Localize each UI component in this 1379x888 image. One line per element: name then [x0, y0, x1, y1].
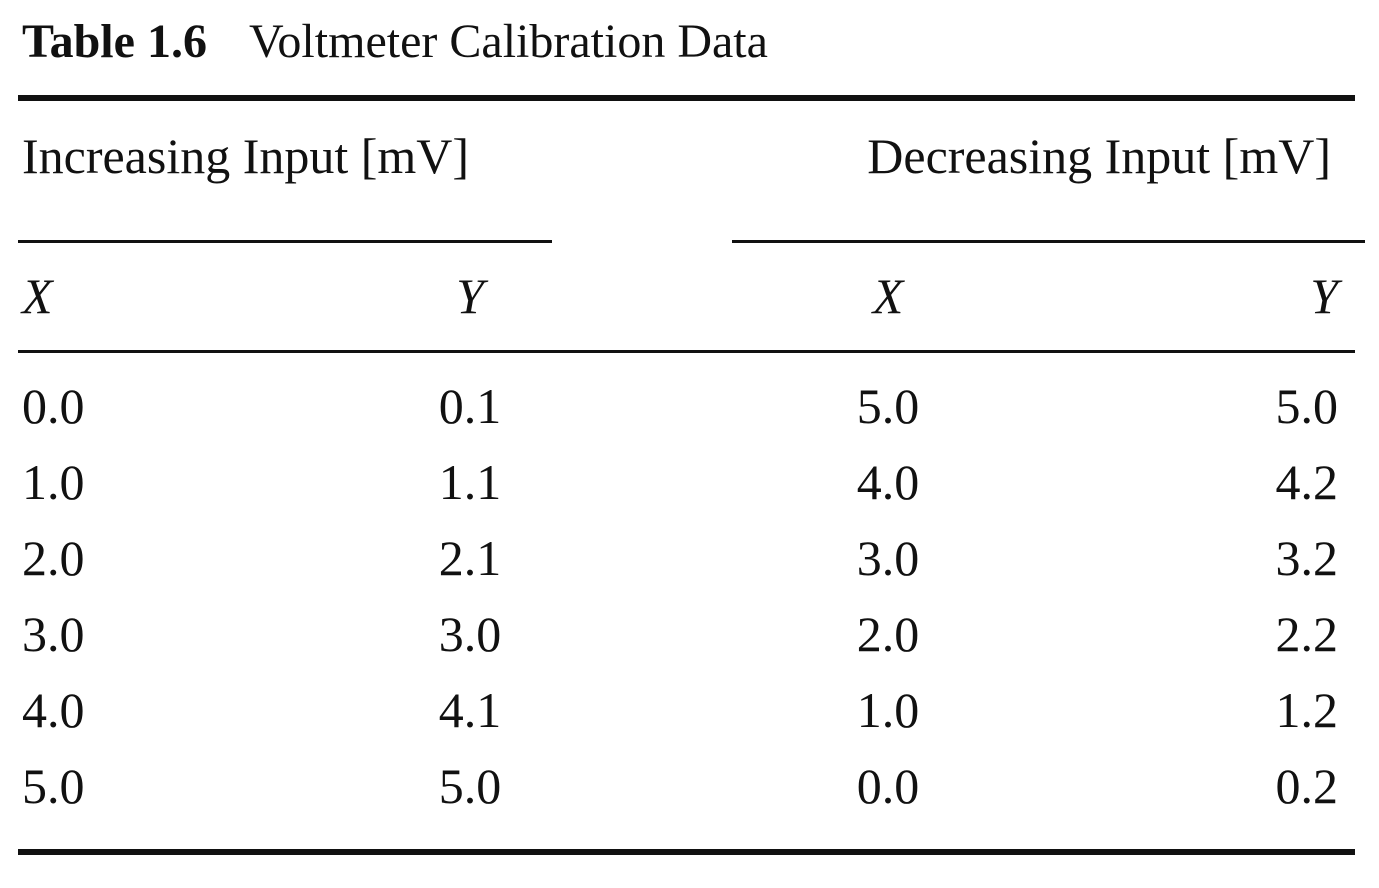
table-cell: 5.0 [856, 378, 920, 434]
group-rule-decreasing [732, 240, 1365, 243]
column-header-x-increasing: X [22, 266, 53, 326]
table-cell: 3.2 [1275, 530, 1339, 586]
group-header-increasing: Increasing Input [mV] [22, 128, 470, 184]
table-caption: Table 1.6 Voltmeter Calibration Data [22, 12, 768, 72]
table-cell: 1.0 [22, 454, 85, 510]
table-cell: 5.0 [22, 758, 85, 814]
column-header-y-increasing: Y [370, 266, 570, 326]
table-cell: 3.0 [856, 530, 920, 586]
table-cell: 0.0 [856, 758, 920, 814]
column-header-text: X [872, 268, 904, 324]
table-cell: 2.0 [856, 606, 920, 662]
column-header-text: Y [1310, 268, 1338, 324]
table-cell: 0.2 [1275, 758, 1339, 814]
table-cell: 1.2 [1275, 682, 1339, 738]
column-header-x-decreasing: X [788, 266, 988, 326]
table-cell: 2.1 [438, 530, 502, 586]
column-header-text: X [22, 268, 53, 324]
table-cell: 4.0 [22, 682, 85, 738]
table-cell: 0.1 [438, 378, 502, 434]
table-cell: 3.0 [22, 606, 85, 662]
table-title: Voltmeter Calibration Data [248, 15, 768, 68]
column-header-text: Y [456, 268, 484, 324]
table-cell: 0.0 [22, 378, 85, 434]
group-header-decreasing: Decreasing Input [mV] [867, 128, 1331, 184]
table-cell: 4.2 [1275, 454, 1339, 510]
top-rule [18, 95, 1355, 101]
table-cell: 2.0 [22, 530, 85, 586]
table-cell: 2.2 [1275, 606, 1339, 662]
table-cell: 1.0 [856, 682, 920, 738]
header-rule [18, 350, 1355, 353]
table-cell: 4.1 [438, 682, 502, 738]
table-cell: 1.1 [438, 454, 502, 510]
table-cell: 5.0 [438, 758, 502, 814]
table-cell: 4.0 [856, 454, 920, 510]
bottom-rule [18, 849, 1355, 855]
table-cell: 5.0 [1275, 378, 1339, 434]
group-rule-increasing [18, 240, 552, 243]
table-cell: 3.0 [438, 606, 502, 662]
table-number: Table 1.6 [22, 15, 207, 68]
column-header-y-decreasing: Y [1310, 266, 1338, 326]
